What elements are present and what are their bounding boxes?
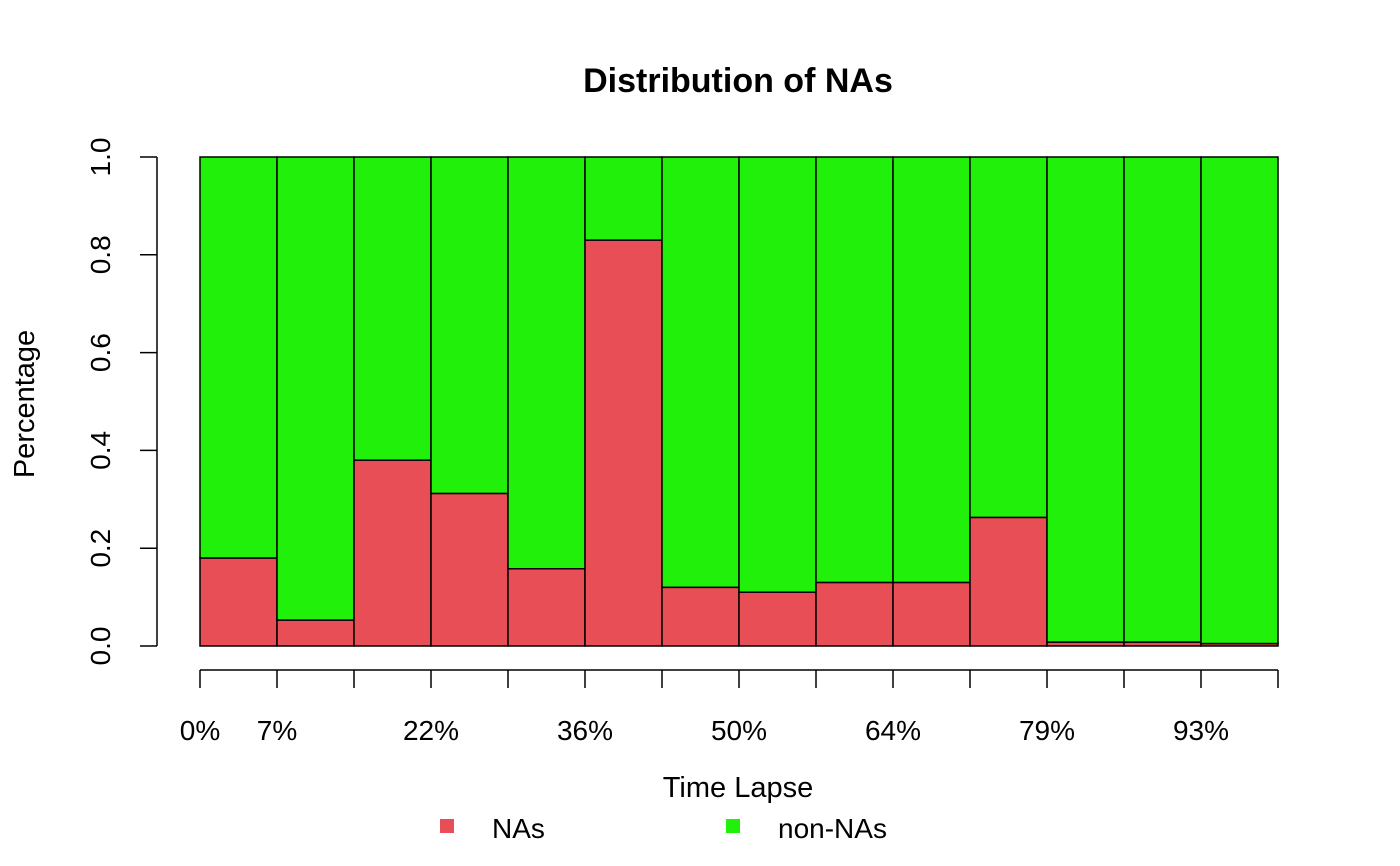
bar-non-nas-10 — [892, 156, 971, 584]
bar-nas-3 — [353, 459, 432, 647]
bar-nas-10 — [892, 581, 971, 647]
bar-nas-7 — [661, 586, 740, 647]
bar-nas-11 — [969, 516, 1048, 647]
y-tick-label: 0.8 — [85, 235, 116, 274]
legend-swatch-nas — [440, 819, 454, 833]
bar-non-nas-5 — [507, 156, 586, 570]
legend-swatch-non-nas — [726, 819, 740, 833]
bar-non-nas-11 — [969, 156, 1048, 519]
y-axis: 0.0 0.2 0.4 0.6 0.8 1.0 — [85, 138, 158, 666]
bar-non-nas-13 — [1123, 156, 1202, 643]
bar-nas-1 — [199, 557, 278, 647]
bar-nas-2 — [276, 619, 355, 647]
x-axis-label: Time Lapse — [663, 772, 813, 804]
bar-non-nas-4 — [430, 156, 509, 495]
bar-nas-8 — [738, 591, 817, 647]
x-tick-label: 64% — [865, 715, 921, 746]
x-tick-label: 0% — [180, 715, 220, 746]
y-tick-label: 0.6 — [85, 333, 116, 372]
bar-nas-6 — [584, 239, 663, 647]
bars-group — [199, 156, 1279, 647]
bar-non-nas-2 — [276, 156, 355, 621]
bar-non-nas-6 — [584, 156, 663, 241]
bar-non-nas-8 — [738, 156, 817, 593]
x-tick-label: 36% — [557, 715, 613, 746]
y-tick-label: 1.0 — [85, 138, 116, 177]
bar-nas-5 — [507, 567, 586, 647]
bar-non-nas-7 — [661, 156, 740, 589]
legend: NAs non-NAs — [440, 813, 887, 844]
x-axis: 0% 7% 22% 36% 50% 64% 79% 93% — [180, 669, 1279, 746]
x-tick-label: 22% — [403, 715, 459, 746]
y-tick-label: 0.0 — [85, 627, 116, 666]
bar-non-nas-14 — [1200, 156, 1279, 645]
y-axis-label: Percentage — [9, 330, 41, 478]
legend-label-non-nas: non-NAs — [778, 813, 887, 844]
bar-non-nas-9 — [815, 156, 894, 584]
x-tick-label: 93% — [1173, 715, 1229, 746]
bar-nas-4 — [430, 492, 509, 647]
x-tick-label: 50% — [711, 715, 767, 746]
chart-title: Distribution of NAs — [583, 62, 893, 100]
legend-label-nas: NAs — [492, 813, 545, 844]
x-tick-label: 7% — [257, 715, 297, 746]
bar-non-nas-3 — [353, 156, 432, 461]
y-tick-label: 0.2 — [85, 529, 116, 568]
bar-non-nas-12 — [1046, 156, 1125, 643]
bar-nas-9 — [815, 581, 894, 647]
x-tick-label: 79% — [1019, 715, 1075, 746]
bar-non-nas-1 — [199, 156, 278, 559]
y-tick-label: 0.4 — [85, 431, 116, 470]
